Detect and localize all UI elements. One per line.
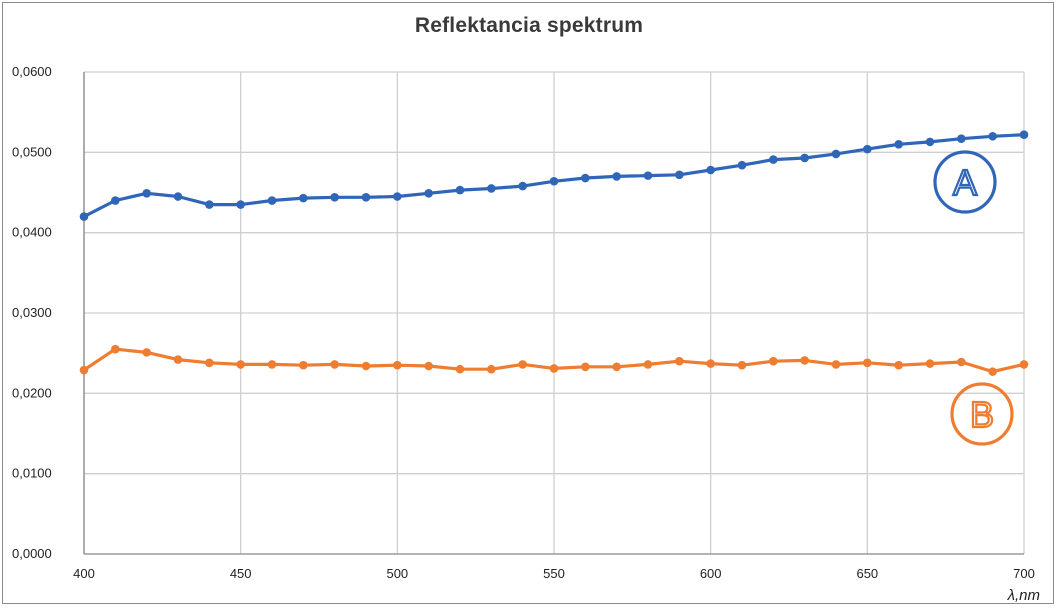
data-point — [988, 367, 997, 376]
data-point — [424, 361, 433, 371]
data-point — [925, 137, 935, 147]
data-point — [831, 149, 841, 159]
data-point — [393, 360, 402, 370]
data-point — [737, 160, 747, 170]
data-point — [643, 171, 653, 180]
data-point — [205, 358, 214, 368]
series-label-circle — [950, 382, 1014, 446]
data-point — [330, 360, 339, 369]
data-point — [111, 196, 120, 205]
data-point — [925, 359, 935, 368]
data-point — [737, 360, 747, 370]
data-point — [988, 131, 997, 141]
x-tick-label: 450 — [230, 566, 252, 581]
x-tick-label: 650 — [856, 566, 878, 581]
data-point — [957, 134, 966, 143]
data-point — [393, 192, 402, 201]
x-tick-label: 600 — [700, 566, 722, 581]
data-point — [361, 193, 371, 202]
data-point — [581, 173, 590, 183]
data-point — [111, 344, 120, 354]
x-tick-label: 700 — [1013, 566, 1035, 581]
data-point — [612, 362, 621, 372]
data-point — [769, 356, 778, 366]
y-tick-label: 0,0300 — [12, 305, 52, 320]
data-point — [518, 181, 527, 191]
data-point — [361, 361, 371, 371]
series-A: A — [79, 130, 1029, 221]
y-tick-label: 0,0000 — [12, 546, 52, 561]
data-point — [706, 165, 715, 175]
data-point — [236, 360, 245, 369]
series-lines: AB — [79, 130, 1029, 446]
series-B: B — [79, 344, 1029, 446]
y-tick-label: 0,0500 — [12, 144, 52, 159]
data-point — [769, 155, 778, 164]
data-point — [267, 196, 277, 205]
series-label: B — [970, 394, 994, 435]
data-point — [612, 172, 621, 181]
x-axis-label: λ,nm — [1007, 587, 1040, 604]
data-point — [330, 193, 339, 202]
data-point — [142, 189, 151, 198]
data-point — [863, 358, 872, 368]
data-point — [800, 153, 809, 163]
data-point — [142, 348, 151, 357]
data-point — [581, 362, 590, 372]
tick-labels: 0,0000 0,0100 0,0200 0,0300 0,0400 0,0500 0,06… — [12, 64, 1040, 604]
data-point — [831, 360, 841, 369]
x-tick-label: 400 — [73, 566, 95, 581]
data-point — [455, 185, 465, 195]
data-point — [1019, 130, 1029, 139]
x-tick-label: 550 — [543, 566, 565, 581]
y-tick-label: 0,0200 — [12, 385, 52, 400]
chart-title: Reflektancia spektrum — [414, 14, 644, 37]
y-tick-label: 0,0600 — [12, 64, 52, 79]
data-point — [424, 189, 433, 198]
data-point — [173, 192, 183, 201]
data-point — [299, 193, 308, 203]
data-point — [79, 212, 89, 221]
data-point — [706, 359, 715, 368]
data-point — [957, 357, 966, 367]
axes — [83, 72, 1024, 555]
data-point — [643, 360, 653, 369]
x-tick-label: 500 — [386, 566, 408, 581]
data-point — [205, 200, 214, 209]
grid-lines — [83, 71, 1025, 554]
data-point — [487, 184, 496, 193]
data-point — [236, 200, 245, 209]
y-tick-label: 0,0400 — [12, 225, 52, 240]
data-point — [267, 360, 277, 369]
y-tick-label: 0,0100 — [12, 466, 52, 481]
data-point — [299, 360, 308, 370]
data-point — [518, 360, 527, 369]
data-point — [1019, 360, 1029, 369]
data-point — [675, 356, 684, 366]
series-label-circle — [933, 150, 997, 214]
data-point — [173, 355, 183, 364]
data-point — [675, 170, 684, 180]
data-point — [894, 360, 903, 370]
data-point — [863, 144, 872, 154]
data-point — [487, 364, 496, 374]
data-point — [800, 356, 809, 365]
series-label: A — [953, 162, 977, 203]
data-point — [894, 140, 903, 149]
data-point — [79, 365, 89, 375]
data-point — [549, 364, 559, 373]
data-point — [455, 364, 465, 374]
data-point — [549, 176, 559, 186]
